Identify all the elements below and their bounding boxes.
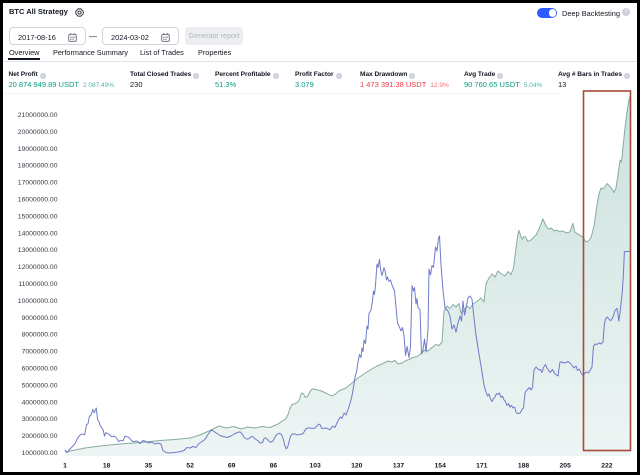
svg-text:35: 35 [145,463,153,470]
svg-text:103: 103 [309,463,321,470]
svg-text:13000000.00: 13000000.00 [18,247,58,254]
svg-text:188: 188 [518,463,530,470]
svg-text:52: 52 [186,463,194,470]
svg-text:21000000.00: 21000000.00 [18,112,58,119]
svg-text:1: 1 [63,463,67,470]
svg-text:3000000.00: 3000000.00 [22,416,58,423]
svg-text:11000000.00: 11000000.00 [18,281,57,288]
svg-text:205: 205 [560,463,572,470]
svg-text:86: 86 [270,463,278,470]
svg-text:18: 18 [103,463,111,470]
svg-text:1000000.00: 1000000.00 [22,450,58,457]
svg-text:4000000.00: 4000000.00 [22,399,58,406]
svg-text:10000000.00: 10000000.00 [18,298,58,305]
svg-text:2000000.00: 2000000.00 [22,433,58,440]
svg-text:8000000.00: 8000000.00 [22,332,58,339]
svg-text:6000000.00: 6000000.00 [22,366,58,373]
svg-text:7000000.00: 7000000.00 [22,349,58,356]
svg-text:17000000.00: 17000000.00 [18,180,58,187]
svg-text:12000000.00: 12000000.00 [18,264,58,271]
svg-text:5000000.00: 5000000.00 [22,382,58,389]
svg-text:171: 171 [476,463,488,470]
svg-text:14000000.00: 14000000.00 [18,230,58,237]
svg-text:16000000.00: 16000000.00 [18,197,58,204]
svg-text:15000000.00: 15000000.00 [18,213,58,220]
svg-text:69: 69 [228,463,236,470]
svg-text:222: 222 [601,463,613,470]
svg-text:137: 137 [393,463,405,470]
svg-text:20000000.00: 20000000.00 [18,129,58,136]
svg-text:120: 120 [351,463,363,470]
svg-text:9000000.00: 9000000.00 [22,315,58,322]
svg-text:18000000.00: 18000000.00 [18,163,58,170]
svg-text:19000000.00: 19000000.00 [18,146,58,153]
svg-text:154: 154 [435,463,447,470]
